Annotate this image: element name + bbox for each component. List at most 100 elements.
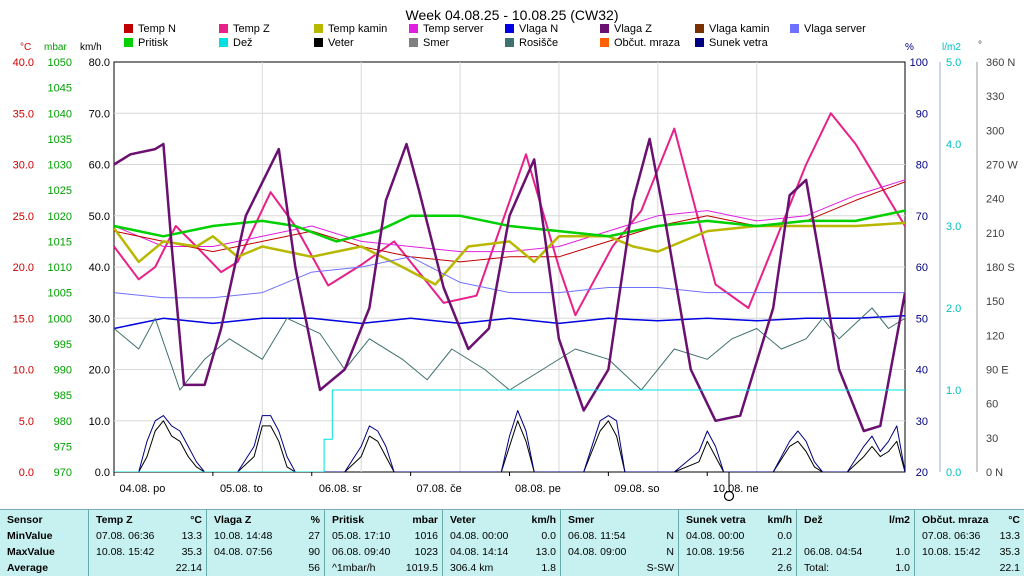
pressure-tick-label: 1010 [48, 262, 72, 274]
stats-value: 35.3 [181, 546, 202, 558]
stats-column: Občut. mraza °C 07.08. 06:36 13.3 10.08. 15:… [914, 510, 1024, 576]
stats-row: Smer [561, 512, 678, 528]
stats-value: 13.0 [535, 546, 556, 558]
wind-tick-label: 0.0 [95, 467, 110, 479]
series-veter [114, 420, 905, 472]
axis-unit-temp: °C [20, 42, 31, 53]
temp-tick-label: 25.0 [13, 211, 34, 223]
direction-tick-label: 360 N [986, 57, 1015, 69]
pressure-tick-label: 1015 [48, 236, 72, 248]
stats-title: Sensor [7, 514, 43, 526]
direction-tick-label: 150 [986, 296, 1004, 308]
direction-tick-label: 120 [986, 330, 1004, 342]
axis-unit-direction: ° [978, 40, 982, 51]
stats-column: Pritisk mbar 05.08. 17:10 1016 06.08. 09:40 1… [324, 510, 442, 576]
series-temp-z [114, 112, 905, 317]
x-label: 10.08. ne [713, 483, 759, 495]
x-label: 06.08. sr [319, 483, 362, 495]
stats-column: Sunek vetra km/h 04.08. 00:00 0.0 10.08. 19:… [678, 510, 796, 576]
legend-label: Pritisk [138, 37, 168, 49]
temp-tick-label: 15.0 [13, 313, 34, 325]
stats-row: 22.14 [89, 560, 206, 576]
stats-value: 27 [308, 530, 320, 542]
stats-column: Sensor MinValue MaxValue Average [0, 510, 88, 576]
axis-unit-wind: km/h [80, 42, 102, 53]
row-label: MaxValue [7, 546, 55, 558]
x-label: 09.08. so [614, 483, 659, 495]
stats-label: 07.08. 06:36 [96, 530, 155, 542]
stats-row-label: MaxValue [0, 544, 88, 560]
legend-label: Vlaga Z [614, 23, 652, 35]
stats-value: N [666, 530, 674, 542]
stats-label: 04.08. 00:00 [686, 530, 745, 542]
stats-row [797, 528, 914, 544]
stats-label: 06.08. 11:54 [568, 530, 626, 542]
rain-tick-label: 0.0 [946, 467, 961, 479]
statistics-panel: Sensor MinValue MaxValue Average Temp Z °C 07.… [0, 509, 1024, 576]
stats-label: 04.08. 14:14 [450, 546, 509, 558]
pressure-tick-label: 1005 [48, 288, 72, 300]
stats-title: Občut. mraza [922, 514, 989, 526]
legend-label: Dež [233, 37, 253, 49]
temp-tick-label: 5.0 [19, 416, 34, 428]
stats-column: Smer 06.08. 11:54 N 04.08. 09:00 N S-SW [560, 510, 678, 576]
temp-tick-label: 40.0 [13, 57, 34, 69]
axis-headers: °C mbar km/h% l/m2 ° [20, 40, 982, 53]
stats-row: Vlaga Z% [207, 512, 324, 528]
wind-tick-label: 20.0 [89, 365, 110, 377]
legend-label: Temp server [423, 23, 484, 35]
wind-tick-label: 30.0 [89, 313, 110, 325]
stats-value: 1.0 [895, 546, 910, 558]
legend-label: Vlaga N [519, 23, 558, 35]
rain-tick-label: 4.0 [946, 139, 961, 151]
stats-label: 05.08. 17:10 [332, 530, 391, 542]
stats-row: 04.08. 00:00 0.0 [679, 528, 796, 544]
stats-column: Vlaga Z% 10.08. 14:48 27 04.08. 07:56 90 56 [206, 510, 324, 576]
legend-label: Smer [423, 37, 450, 49]
stats-row: 56 [207, 560, 324, 576]
legend-label: Veter [328, 37, 354, 49]
temp-tick-label: 10.0 [13, 365, 34, 377]
stats-row: Pritisk mbar [325, 512, 442, 528]
series-pritisk [114, 209, 905, 243]
stats-value: N [666, 546, 674, 558]
stats-row: 10.08. 14:48 27 [207, 528, 324, 544]
legend-swatch [219, 38, 228, 47]
legend-swatch [790, 24, 799, 33]
pressure-tick-label: 1025 [48, 185, 72, 197]
stats-row: 06.08. 11:54 N [561, 528, 678, 544]
stats-row: Sensor [0, 512, 88, 528]
stats-value: 1023 [414, 546, 438, 558]
stats-row: ^1mbar/h 1019.5 [325, 560, 442, 576]
legend-swatch [695, 24, 704, 33]
legend-label: Temp N [138, 23, 176, 35]
wind-tick-label: 80.0 [89, 57, 110, 69]
temp-tick-label: 30.0 [13, 160, 34, 172]
humidity-tick-label: 70 [916, 211, 928, 223]
legend-label: Rosišče [519, 37, 558, 49]
rain-tick-label: 5.0 [946, 57, 961, 69]
legend-swatch [409, 24, 418, 33]
pressure-tick-label: 1030 [48, 160, 72, 172]
legend-label: Občut. mraza [614, 37, 681, 49]
stats-value: 1.8 [541, 562, 556, 574]
legend-swatch [314, 24, 323, 33]
pressure-tick-label: 1050 [48, 57, 72, 69]
stats-row: Dež l/m2 [797, 512, 914, 528]
row-label: MinValue [7, 530, 53, 542]
stats-row: Občut. mraza °C [915, 512, 1024, 528]
legend-swatch [124, 38, 133, 47]
stats-label: 306.4 km [450, 562, 494, 574]
cursor-marker[interactable] [723, 472, 735, 502]
wind-tick-label: 10.0 [89, 416, 110, 428]
stats-value: 21.2 [771, 546, 792, 558]
stats-column: Dež l/m2 06.08. 04:54 1.0 Total: 1.0 [796, 510, 914, 576]
pressure-tick-label: 1045 [48, 83, 72, 95]
stats-title: Pritisk [332, 514, 365, 526]
pressure-tick-label: 1040 [48, 108, 72, 120]
legend-swatch [124, 24, 133, 33]
legend-swatch [505, 24, 514, 33]
stats-unit: °C [1008, 514, 1020, 526]
stats-value: 0.0 [777, 530, 792, 542]
series-vlaga-n [114, 314, 905, 330]
